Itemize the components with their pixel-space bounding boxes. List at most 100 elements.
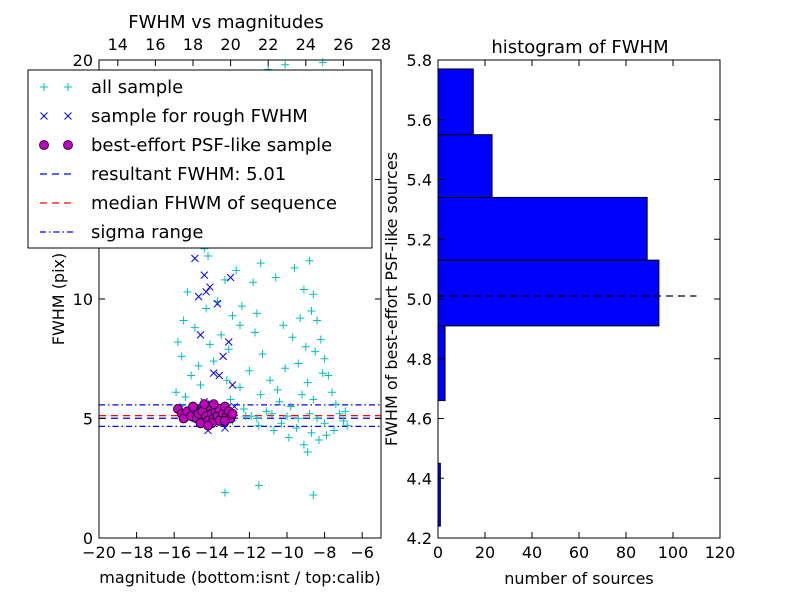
legend-box [27, 69, 373, 249]
all-sample-point [202, 304, 211, 313]
all-sample-point [267, 409, 276, 418]
legend-marker [64, 112, 72, 120]
all-sample-point [313, 316, 322, 325]
all-sample-point [305, 409, 314, 418]
hist-x-tick-label: 80 [616, 543, 636, 562]
all-sample-point [320, 419, 329, 428]
legend-label: median FHWM of sequence [91, 193, 337, 214]
series-2 [173, 399, 238, 431]
legend-label: all sample [91, 77, 183, 98]
all-sample-point [262, 407, 271, 416]
rough-fwhm-point [209, 369, 218, 377]
legend-marker [64, 83, 72, 91]
all-sample-point [177, 352, 186, 361]
hist-y-tick-label: 4.4 [407, 469, 432, 488]
all-sample-point [183, 287, 192, 296]
rough-fwhm-point [200, 271, 209, 279]
all-sample-point [194, 361, 203, 370]
x-tick-label: −16 [157, 543, 191, 562]
all-sample-point [305, 256, 314, 265]
all-sample-point [266, 376, 275, 385]
hist-y-tick-label: 5.2 [407, 230, 432, 249]
series-0 [172, 58, 352, 499]
all-sample-point [330, 426, 338, 435]
all-sample-point [217, 330, 226, 339]
legend-entry: median FHWM of sequence [40, 193, 337, 214]
legend-marker [63, 140, 73, 150]
hist-x-tick-label: 20 [475, 543, 495, 562]
legend-marker [40, 112, 48, 120]
all-sample-point [252, 309, 261, 318]
top-x-tick-label: 14 [108, 35, 128, 54]
rough-fwhm-point [206, 283, 214, 291]
top-x-tick-label: 20 [220, 35, 240, 54]
scatter-legend: all sample sample for rough FWHM best-effo… [27, 69, 373, 249]
rough-fwhm-point [226, 273, 235, 282]
all-sample-point [236, 383, 244, 392]
hist-y-tick-label: 4.2 [407, 529, 432, 548]
hist-y-tick-label: 5.6 [407, 111, 432, 130]
scatter-chart: FWHM vs magnitudes −20 −18 −16 −14 −12 −10 −8−… [27, 12, 392, 587]
rough-fwhm-point [228, 381, 237, 389]
scatter-chart-title: FWHM vs magnitudes [128, 12, 323, 33]
all-sample-point [271, 273, 280, 282]
hist-x-tick-label: 0 [433, 543, 443, 562]
all-sample-point [309, 290, 318, 299]
all-sample-point [313, 414, 322, 423]
all-sample-point [286, 402, 295, 411]
legend-entry: sample for rough FWHM [40, 106, 308, 127]
all-sample-point [309, 490, 318, 499]
hist-y-tick-label: 4.6 [407, 410, 432, 429]
all-sample-point [309, 395, 318, 404]
all-sample-point [252, 414, 261, 423]
all-sample-point [232, 266, 241, 275]
x-tick-label: −12 [233, 543, 267, 562]
all-sample-point [256, 390, 265, 399]
legend-label: sample for rough FWHM [91, 106, 308, 127]
all-sample-point [307, 428, 316, 437]
histogram-chart: histogram of FWHM 0 20 40 60 80 100 120 4.2 4.4 4… [382, 37, 735, 588]
all-sample-point [226, 395, 235, 404]
all-sample-point [204, 251, 213, 260]
all-sample-point [294, 414, 303, 423]
all-sample-point [299, 440, 308, 449]
all-sample-point [254, 481, 263, 490]
hist-x-tick-label: 120 [705, 543, 736, 562]
all-sample-point [303, 378, 312, 387]
legend-entry: sigma range [40, 222, 203, 243]
y-tick-label: 5 [83, 410, 93, 429]
all-sample-point [292, 424, 301, 433]
x-tick-label: −8 [313, 543, 337, 562]
hist-y-tick-label: 5.0 [407, 290, 432, 309]
histogram-x-axis-label: number of sources [504, 569, 654, 588]
legend-marker [39, 140, 49, 150]
all-sample-point [320, 354, 329, 363]
rough-fwhm-point [221, 424, 229, 432]
x-tick-label: −20 [82, 543, 116, 562]
all-sample-point [237, 302, 246, 311]
all-sample-point [181, 392, 190, 401]
x-tick-label: −6 [350, 543, 374, 562]
rough-fwhm-point [194, 292, 203, 301]
all-sample-point [239, 404, 248, 413]
all-sample-point [339, 416, 348, 425]
all-sample-point [245, 366, 254, 375]
all-sample-point [220, 488, 229, 497]
rough-fwhm-point [196, 330, 205, 339]
all-sample-point [172, 388, 181, 397]
all-sample-point [236, 321, 244, 330]
all-sample-point [173, 338, 182, 347]
scatter-x-axis-label: magnitude (bottom:isnt / top:calib) [99, 568, 380, 587]
all-sample-point [209, 357, 218, 366]
all-sample-point [316, 335, 325, 344]
all-sample-point [301, 342, 310, 351]
scatter-ticks: −20 −18 −16 −14 −12 −10 −8 −6 14 16 18 20 22 24 26 28 0 5… [73, 35, 392, 562]
histogram-bar [437, 68, 474, 136]
all-sample-point [283, 412, 291, 421]
y-tick-label: 20 [73, 51, 93, 70]
all-sample-point [228, 311, 237, 320]
all-sample-point [284, 433, 293, 442]
legend-label: resultant FWHM: 5.01 [91, 164, 286, 185]
psf-like-point [220, 415, 230, 426]
